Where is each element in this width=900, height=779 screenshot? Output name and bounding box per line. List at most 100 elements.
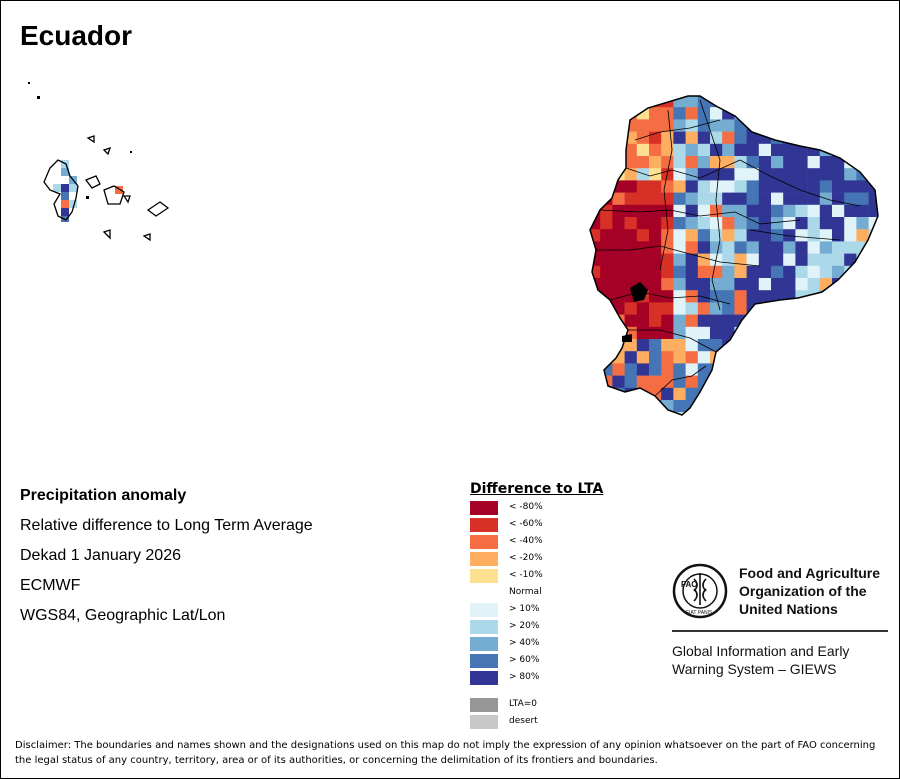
legend-label: < -80%: [509, 502, 543, 512]
raster-cell: [881, 351, 894, 364]
raster-cell: [590, 375, 601, 389]
raster-cell: [624, 96, 638, 108]
raster-cell: [758, 302, 772, 315]
raster-cell: [685, 339, 699, 352]
raster-cell: [819, 412, 833, 415]
raster-cell: [590, 168, 601, 181]
raster-cell: [783, 180, 796, 193]
raster-cell: [758, 400, 772, 413]
raster-cell: [685, 412, 699, 415]
raster-cell: [734, 290, 747, 303]
raster-cell: [649, 229, 662, 242]
raster-cell: [590, 131, 601, 145]
raster-cell: [795, 278, 808, 291]
raster-cell: [819, 339, 833, 352]
raster-cell: [661, 131, 674, 145]
raster-cell: [673, 265, 686, 279]
raster-cell: [636, 96, 650, 108]
raster-cell: [783, 339, 796, 352]
raster-cell: [819, 204, 833, 218]
raster-cell: [868, 168, 878, 181]
raster-cell: [697, 412, 711, 415]
raster-cell: [746, 351, 760, 364]
fao-divider: [672, 630, 888, 632]
raster-cell: [685, 253, 699, 267]
raster-cell: [600, 96, 613, 108]
raster-cell: [722, 204, 735, 218]
raster-cell: [783, 363, 796, 376]
info-heading: Precipitation anomaly: [20, 487, 187, 504]
raster-cell: [636, 253, 650, 267]
raster-cell: [590, 314, 601, 328]
raster-cell: [710, 241, 723, 254]
raster-cell: [624, 143, 638, 157]
raster-cell: [783, 351, 796, 364]
raster-cell: [649, 351, 662, 364]
raster-cell: [697, 363, 711, 376]
raster-cell: [746, 253, 760, 267]
legend: Difference to LTA < -80% < -60% < -40% < -2…: [470, 481, 603, 741]
raster-cell: [722, 302, 735, 315]
raster-cell: [636, 363, 650, 376]
raster-cell: [783, 375, 796, 389]
raster-cell: [600, 265, 613, 279]
raster-cell: [844, 351, 857, 364]
raster-cell: [697, 229, 711, 242]
raster-cell: [856, 363, 869, 376]
raster-cell: [844, 363, 857, 376]
raster-cell: [758, 265, 772, 279]
raster-cell: [771, 204, 784, 218]
raster-cell: [746, 339, 760, 352]
raster-cell: [795, 131, 808, 145]
raster-cell: [746, 363, 760, 376]
raster-cell: [771, 375, 784, 389]
raster-cell: [807, 314, 821, 328]
raster-cell: [807, 302, 821, 315]
raster-cell: [881, 376, 894, 389]
raster-cell: [697, 253, 711, 267]
raster-cell: [673, 229, 686, 242]
raster-cell: [783, 119, 796, 132]
raster-cell: [856, 204, 869, 218]
raster-cell: [881, 132, 894, 145]
raster-cell: [722, 363, 735, 376]
raster-cell: [612, 107, 625, 120]
raster-cell: [590, 400, 601, 413]
raster-cell: [697, 290, 711, 303]
legend-swatch: [470, 518, 498, 532]
raster-cell: [807, 278, 821, 291]
raster-cell: [685, 180, 699, 193]
info-line-2: Dekad 1 January 2026: [20, 547, 181, 564]
raster-cell: [795, 326, 808, 340]
raster-cell: [868, 119, 878, 132]
raster-cell: [795, 375, 808, 389]
raster-cell: [758, 168, 772, 181]
legend-swatch: [470, 603, 498, 617]
raster-cell: [600, 400, 613, 413]
raster-cell: [685, 314, 699, 328]
raster-cell: [832, 96, 845, 108]
raster-cell: [795, 168, 808, 181]
raster-cell: [783, 387, 796, 401]
raster-cell: [856, 119, 869, 132]
raster-cell: [832, 290, 845, 303]
raster-cell: [661, 314, 674, 328]
raster-cell: [868, 143, 878, 157]
raster-cell: [722, 278, 735, 291]
giews-line-1: Global Information and Early: [672, 643, 850, 659]
raster-cell: [710, 412, 723, 415]
raster-cell: [710, 131, 723, 145]
raster-cell: [807, 290, 821, 303]
raster-cell: [771, 217, 784, 230]
raster-cell: [697, 192, 711, 206]
raster-cell: [881, 156, 894, 169]
raster-cell: [746, 375, 760, 389]
raster-cell: [685, 302, 699, 315]
raster-cell: [746, 326, 760, 340]
raster-cell: [746, 229, 760, 242]
raster-cell: [661, 387, 674, 401]
raster-cell: [600, 204, 613, 218]
raster-cell: [685, 204, 699, 218]
raster-cell: [758, 143, 772, 157]
raster-cell: [832, 180, 845, 193]
